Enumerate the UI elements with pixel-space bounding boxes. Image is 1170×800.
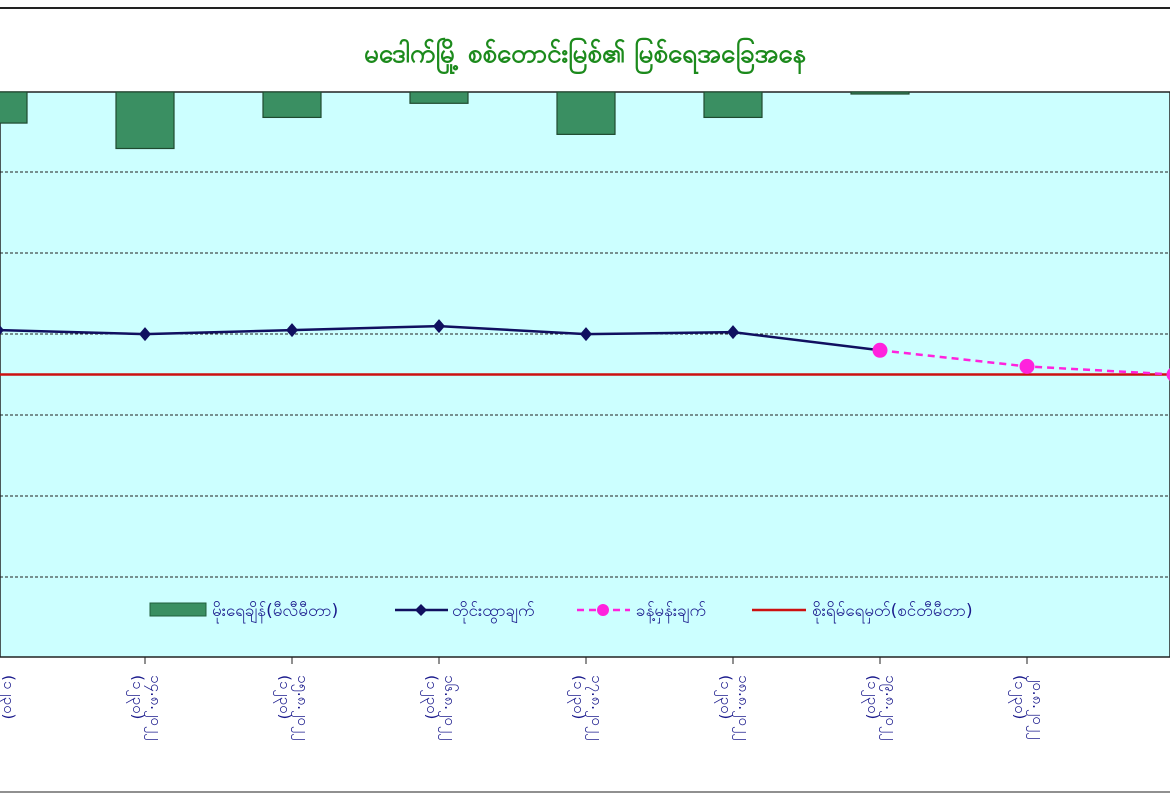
rainfall-bar	[703, 91, 763, 119]
rainfall-bar	[262, 91, 322, 119]
forecast-point	[1166, 368, 1170, 381]
x-tick-label: ၁၆.၈.၂၀၂၂(၁၂၃၀)	[420, 675, 459, 741]
x-tick-label: ၁၉.၈.၂၀၂၂(၁၂၃၀)	[861, 675, 900, 741]
measured-point	[286, 323, 298, 338]
forecast-point	[872, 342, 888, 358]
x-tick-label: ၁၈.၈.၂၀၂၂(၁၂၃၀)	[714, 675, 753, 741]
measured-point	[433, 319, 445, 334]
x-tick-layer: (၁၂၃၀) ၁၄.၈.၂၀၂၂(၁၂၃၀) ၁၅.၈.၂၀၂၂(၁၂၃၀) ၁၆.၈…	[0, 657, 1047, 741]
legend-marker-measured	[415, 604, 427, 616]
bar-layer	[0, 91, 910, 150]
measured-point	[0, 325, 4, 335]
rainfall-bar	[850, 91, 910, 95]
x-tick-label: ၁၇.၈.၂၀၂၂(၁၂၃၀)	[567, 675, 606, 741]
x-tick-label: (၁၂၃၀)	[0, 675, 18, 719]
legend-label-rainfall: မိုးရေချိန်(မီလီမီတာ)	[212, 601, 338, 624]
rainfall-bar	[409, 91, 469, 104]
legend-label-danger-level: စိုးရိမ်ရေမှတ်(စင်တီမီတာ)	[812, 601, 973, 624]
chart-title: မဒေါက်မြို့ စစ်တောင်းမြစ်၏ မြစ်ရေအခြေအနေ	[364, 36, 806, 75]
x-tick-label: ၂၀.၈.၂၀၂၂(၁၂၃၀)	[1008, 675, 1047, 739]
measured-point	[580, 327, 592, 342]
forecast-point	[1019, 358, 1035, 374]
rainfall-bar	[0, 91, 28, 124]
legend-marker-forecast	[597, 604, 609, 616]
x-tick-label: ၁၄.၈.၂၀၂၂(၁၂၃၀)	[126, 675, 165, 741]
legend-label-measured: တိုင်းထွာချက်	[452, 601, 535, 624]
marker-layer	[0, 319, 1170, 381]
legend: မိုးရေချိန်(မီလီမီတာ) တိုင်းထွာချက် ခန့်…	[149, 601, 973, 624]
rainfall-bar	[556, 91, 616, 135]
measured-point	[139, 327, 151, 342]
rainfall-bar	[115, 91, 175, 150]
measured-point	[727, 325, 739, 340]
legend-swatch-rainfall	[149, 602, 207, 617]
x-tick-label: ၁၅.၈.၂၀၂၂(၁၂၃၀)	[273, 675, 312, 741]
legend-label-forecast: ခန့်မှန်းချက်	[636, 601, 706, 624]
